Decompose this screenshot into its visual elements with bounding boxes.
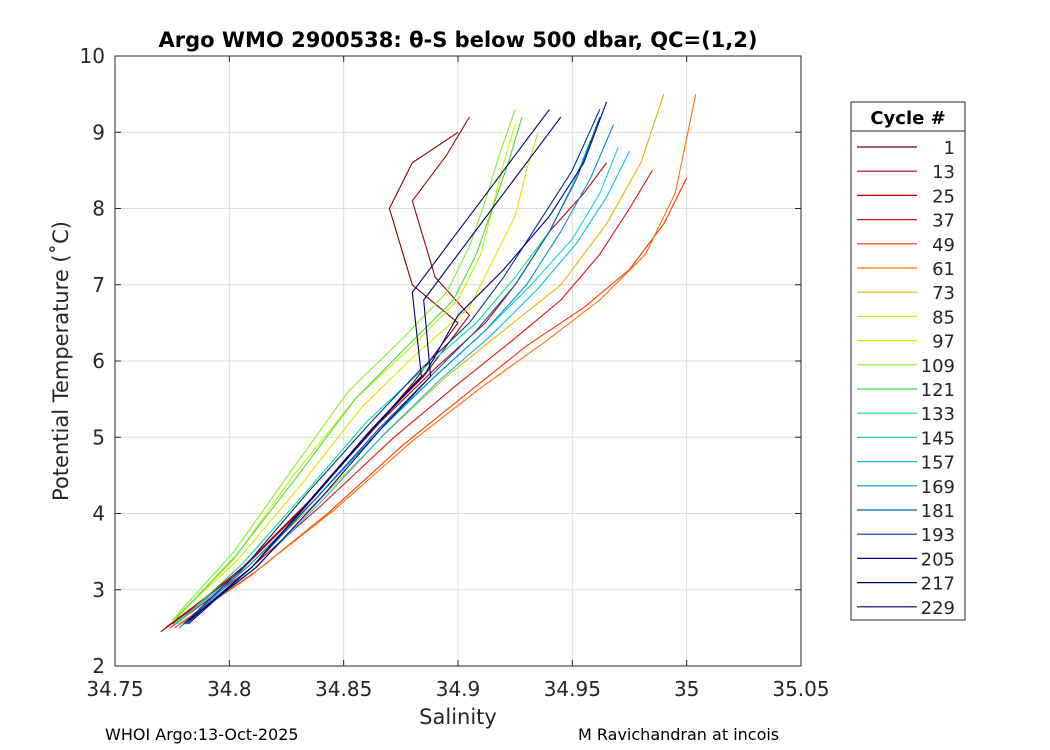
legend-label: 133 xyxy=(921,404,955,425)
y-tick-label: 6 xyxy=(92,349,105,373)
x-tick-label: 34.95 xyxy=(544,677,601,701)
footer-source: WHOI Argo:13-Oct-2025 xyxy=(105,725,299,744)
x-tick-label: 34.9 xyxy=(436,677,481,701)
series-line-cycle-85 xyxy=(171,132,539,621)
legend-label: 145 xyxy=(921,428,955,449)
x-tick-label: 34.75 xyxy=(86,677,143,701)
series-line-cycle-157 xyxy=(178,151,630,629)
legend-label: 97 xyxy=(932,332,955,353)
legend-label: 181 xyxy=(921,501,955,522)
y-tick-label: 10 xyxy=(80,44,105,68)
series-line-cycle-181 xyxy=(183,116,601,625)
x-axis-label: Salinity xyxy=(419,705,497,729)
legend-label: 205 xyxy=(921,549,955,570)
legend-label: 49 xyxy=(932,235,955,256)
y-tick-label: 8 xyxy=(92,197,105,221)
y-axis-label: Potential Temperature (˚C) xyxy=(49,221,73,501)
x-tick-label: 34.8 xyxy=(207,677,252,701)
y-tick-label: 5 xyxy=(92,425,105,449)
legend-label: 121 xyxy=(921,380,955,401)
legend-label: 169 xyxy=(921,477,955,498)
footer-author: M Ravichandran at incois xyxy=(578,725,780,744)
legend-label: 61 xyxy=(932,259,955,280)
chart-title: Argo WMO 2900538: θ-S below 500 dbar, QC… xyxy=(159,28,758,52)
legend-title: Cycle # xyxy=(870,108,945,129)
x-tick-label: 34.85 xyxy=(315,677,372,701)
y-tick-label: 3 xyxy=(92,578,105,602)
y-tick-label: 9 xyxy=(92,120,105,144)
y-tick-label: 2 xyxy=(92,654,105,678)
legend-label: 157 xyxy=(921,453,955,474)
series-line-cycle-25 xyxy=(171,162,608,625)
legend-label: 1 xyxy=(944,138,955,159)
y-tick-label: 7 xyxy=(92,273,105,297)
axis-ticks: 34.75 34.8 34.85 34.9 34.95 35 35.05 2 3 4 5 6 7 8 9 10 xyxy=(80,44,830,701)
legend-label: 73 xyxy=(932,283,955,304)
series-line-cycle-121 xyxy=(174,116,523,621)
legend: Cycle # 1 13 25 37 49 61 73 85 97 109 121 133 145 157… xyxy=(850,101,966,621)
series-line-cycle-229 xyxy=(187,109,550,625)
x-tick-label: 35 xyxy=(674,677,699,701)
series-line-cycle-217 xyxy=(187,116,562,621)
legend-label: 229 xyxy=(921,598,955,619)
series-line-cycle-97 xyxy=(174,124,516,621)
legend-label: 109 xyxy=(921,356,955,377)
series-lines xyxy=(160,93,697,633)
series-line-cycle-193 xyxy=(183,109,601,625)
legend-label: 25 xyxy=(932,186,955,207)
legend-label: 85 xyxy=(932,307,955,328)
series-line-cycle-61 xyxy=(178,93,697,625)
legend-label: 193 xyxy=(921,525,955,546)
legend-label: 13 xyxy=(932,162,955,183)
y-tick-label: 4 xyxy=(92,502,105,526)
legend-label: 37 xyxy=(932,211,955,232)
x-tick-label: 35.05 xyxy=(772,677,829,701)
legend-label: 217 xyxy=(921,574,955,595)
